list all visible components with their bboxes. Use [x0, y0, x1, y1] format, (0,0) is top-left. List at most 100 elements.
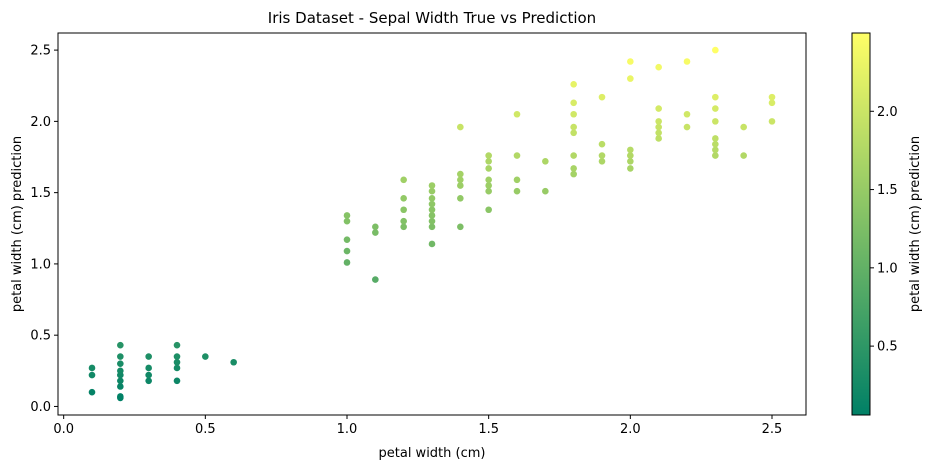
scatter-point — [598, 140, 606, 148]
scatter-point — [655, 105, 662, 112]
scatter-point — [627, 157, 634, 165]
scatter-point — [173, 358, 181, 366]
scatter-point — [400, 217, 407, 225]
y-tick-label: 2.5 — [30, 44, 51, 59]
scatter-point — [740, 152, 747, 159]
scatter-point — [457, 123, 464, 131]
scatter-point — [683, 110, 691, 118]
scatter-point — [627, 152, 634, 159]
scatter-point — [117, 360, 124, 367]
scatter-point — [372, 276, 379, 283]
scatter-point — [117, 367, 124, 375]
scatter-point — [173, 341, 181, 349]
scatter-point — [117, 393, 124, 400]
scatter-point — [230, 358, 237, 366]
scatter-point — [400, 176, 407, 184]
scatter-point — [513, 187, 521, 195]
scatter-point — [570, 81, 577, 88]
scatter-point — [457, 223, 464, 231]
scatter-point — [513, 110, 521, 118]
y-tick-label: 2.0 — [30, 115, 51, 130]
y-tick-label: 1.0 — [30, 257, 51, 272]
scatter-point — [598, 152, 606, 159]
scatter-point — [740, 123, 747, 131]
scatter-point — [655, 63, 662, 71]
scatter-point — [485, 152, 492, 159]
scatter-point — [457, 176, 464, 184]
scatter-point — [372, 229, 379, 236]
scatter-point — [88, 364, 96, 372]
scatter-point — [485, 176, 492, 184]
x-tick-label: 1.0 — [337, 422, 358, 437]
scatter-point — [173, 364, 181, 372]
scatter-point — [428, 223, 436, 231]
scatter-point — [372, 223, 379, 231]
scatter-point — [683, 123, 691, 131]
x-axis-label: petal width (cm) — [379, 446, 486, 461]
scatter-point — [513, 152, 521, 159]
x-axis-ticks: 0.0 0.5 1.0 1.5 2.0 2.5 — [53, 415, 782, 437]
scatter-point — [457, 170, 464, 178]
scatter-point — [627, 165, 634, 172]
scatter-point — [627, 75, 634, 82]
scatter-point — [570, 170, 577, 178]
scatter-point — [627, 58, 634, 65]
scatter-point — [428, 200, 436, 208]
scatter-point — [428, 182, 436, 189]
scatter-point — [598, 157, 606, 165]
y-axis-label: petal width (cm) prediction — [10, 136, 25, 312]
scatter-point — [400, 195, 407, 202]
scatter-point — [457, 195, 464, 202]
scatter-point — [570, 110, 577, 118]
scatter-point — [145, 377, 152, 385]
colorbar-tick-label: 1.0 — [877, 261, 898, 276]
scatter-point — [428, 212, 436, 219]
scatter-point — [712, 46, 719, 54]
scatter-point — [88, 388, 96, 396]
scatter-point — [117, 353, 124, 360]
scatter-point — [542, 187, 549, 195]
y-tick-label: 1.5 — [30, 186, 51, 201]
scatter-point — [655, 135, 662, 142]
scatter-point — [570, 165, 577, 172]
scatter-point — [428, 187, 436, 195]
scatter-point — [570, 152, 577, 159]
scatter-point — [343, 217, 351, 225]
scatter-point — [712, 93, 719, 101]
colorbar-tick-label: 1.5 — [877, 183, 898, 198]
scatter-point — [712, 146, 719, 154]
x-tick-label: 2.5 — [762, 422, 783, 437]
scatter-point — [145, 371, 152, 379]
scatter-point — [485, 187, 492, 195]
scatter-point — [712, 105, 719, 112]
scatter-point — [570, 123, 577, 131]
scatter-point — [485, 157, 492, 165]
colorbar-tick-label: 2.0 — [877, 105, 898, 120]
scatter-point — [768, 118, 776, 125]
scatter-point — [712, 118, 719, 125]
colorbar — [851, 32, 871, 416]
scatter-point — [485, 206, 492, 214]
scatter-point — [683, 58, 691, 65]
scatter-point — [117, 383, 124, 390]
scatter-point — [145, 364, 152, 372]
scatter-point — [173, 377, 181, 385]
scatter-point — [343, 236, 351, 243]
scatter-point — [343, 212, 351, 219]
scatter-point — [768, 99, 776, 107]
scatter-point — [542, 157, 549, 165]
scatter-point — [570, 129, 577, 137]
y-tick-label: 0.5 — [30, 329, 51, 344]
chart-title: Iris Dataset - Sepal Width True vs Predi… — [268, 9, 596, 27]
colorbar-ticks: 0.5 1.0 1.5 2.0 — [870, 105, 898, 355]
scatter-point — [457, 182, 464, 189]
scatter-point — [428, 206, 436, 214]
x-tick-label: 2.0 — [620, 422, 641, 437]
scatter-point — [343, 259, 351, 266]
scatter-point — [173, 353, 181, 360]
scatter-point — [712, 135, 719, 142]
scatter-point — [485, 165, 492, 172]
scatter-point — [712, 140, 719, 148]
scatter-points — [88, 46, 776, 402]
